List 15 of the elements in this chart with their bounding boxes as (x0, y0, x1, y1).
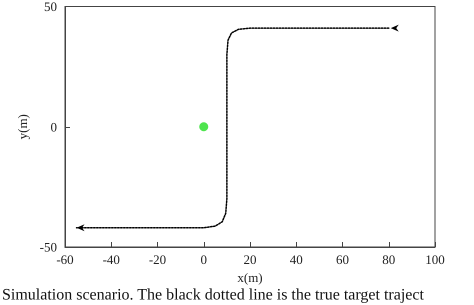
x-tick-label: 100 (425, 252, 445, 267)
y-axis-title: y(m) (14, 114, 30, 140)
x-tick-label: -40 (102, 252, 120, 267)
x-tick-label: 60 (336, 252, 349, 267)
x-tick-label: -60 (56, 252, 74, 267)
y-tick-label: 50 (44, 0, 57, 14)
text: Simulation scenario. The black dotted line is the true target traject (2, 286, 424, 304)
x-tick-label: -20 (148, 252, 166, 267)
x-axis-title: x(m) (237, 270, 263, 285)
x-tick-label: 80 (382, 252, 396, 267)
y-tick-label: 0 (50, 119, 57, 134)
y-tick-label: -50 (40, 240, 57, 254)
x-tick-label: 20 (244, 252, 256, 267)
x-tick-label: 40 (290, 252, 303, 267)
x-tick-label: 0 (200, 252, 207, 267)
